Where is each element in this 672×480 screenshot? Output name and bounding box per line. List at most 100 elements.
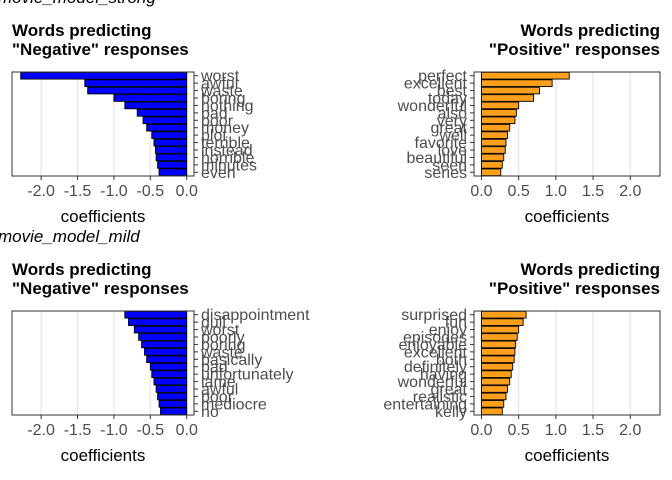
bar-favorite <box>480 138 507 147</box>
word-label: money <box>201 120 249 137</box>
word-label: awful <box>201 382 238 399</box>
word-label: bad <box>201 359 228 376</box>
bar-awful <box>155 385 188 393</box>
word-label: enjoy <box>429 322 467 339</box>
word-label: poor <box>201 113 234 130</box>
x-tick-label: -2.0 <box>27 183 55 200</box>
word-label: best <box>437 83 468 100</box>
x-tick-label: 1.0 <box>545 183 567 200</box>
word-label: poor <box>201 389 234 406</box>
word-label: well <box>438 128 467 145</box>
word-label: beautiful <box>407 150 468 167</box>
word-label: plot <box>201 128 227 145</box>
panel-title-line: Words predicting <box>521 21 660 40</box>
bar-surprised <box>480 310 527 319</box>
word-label: surprised <box>401 307 467 324</box>
plot-frame <box>473 71 661 177</box>
panel-title-line: "Negative" responses <box>12 279 189 298</box>
x-axis-title: coefficients <box>61 207 146 226</box>
bar-awful <box>84 79 188 87</box>
bar-instead <box>154 146 188 154</box>
bar-money <box>146 123 188 132</box>
word-label: favorite <box>415 135 468 152</box>
panel-title-line: Words predicting <box>521 260 660 279</box>
plot-frame <box>11 71 195 177</box>
bar-nothing <box>124 101 188 110</box>
bar-definitely <box>480 362 514 371</box>
bar-wonderful <box>480 101 520 110</box>
x-tick-label: 1.5 <box>582 183 604 200</box>
word-label: definitely <box>404 359 467 376</box>
x-axis-title: coefficients <box>525 207 610 226</box>
bar-series <box>480 168 502 177</box>
word-label: seen <box>432 157 467 174</box>
bar-excellent <box>480 79 553 87</box>
word-label: terrible <box>201 135 250 152</box>
x-tick-label: -0.5 <box>137 422 165 439</box>
word-label: having <box>420 367 467 384</box>
plot-frame <box>11 310 195 416</box>
word-label: kelly <box>435 404 467 421</box>
x-tick-label: 0.0 <box>470 422 492 439</box>
word-label: worst <box>200 322 240 339</box>
word-label: poorly <box>201 330 245 347</box>
bar-worst <box>133 325 188 334</box>
bar-today <box>480 94 534 102</box>
bar-basically <box>146 355 188 364</box>
bar-no <box>160 407 188 416</box>
word-label: also <box>438 105 467 122</box>
word-label: love <box>438 143 467 160</box>
bar-well <box>480 131 508 139</box>
bar-seen <box>480 161 503 169</box>
word-label: realistic <box>413 389 467 406</box>
panel-mild-positive: Words predicting"Positive" responses surp… <box>383 260 661 465</box>
word-label: bad <box>201 105 228 122</box>
word-label: entertaining <box>383 396 467 413</box>
x-tick-label: 0.5 <box>508 183 530 200</box>
word-label: waste <box>200 83 243 100</box>
bar-worst <box>20 71 188 80</box>
word-label: mediocre <box>201 396 267 413</box>
bar-also <box>480 109 517 117</box>
word-label: no <box>201 404 219 421</box>
panel-strong-positive: Words predicting"Positive" responses perf… <box>397 21 661 226</box>
word-label: unfortunately <box>201 367 294 384</box>
bar-waste <box>144 348 188 356</box>
bar-horrible <box>155 153 188 162</box>
word-label: excellent <box>404 344 468 361</box>
x-axis-title: coefficients <box>525 446 610 465</box>
word-label: boring <box>201 337 245 354</box>
word-label: today <box>428 91 467 108</box>
plot-frame <box>473 310 661 416</box>
word-label: both <box>436 352 467 369</box>
model-label-strong: movie_model_strong <box>0 0 156 7</box>
bar-poorly <box>138 333 188 341</box>
bar-bad <box>149 362 188 371</box>
word-label: very <box>437 113 467 130</box>
x-tick-label: 0.5 <box>508 422 530 439</box>
word-label: series <box>424 165 467 182</box>
panel-strong-negative: Words predicting"Negative" responses wors… <box>11 21 257 226</box>
panel-title-line: Words predicting <box>12 21 151 40</box>
bar-wonderful <box>480 377 511 386</box>
panel-title-line: "Positive" responses <box>489 279 660 298</box>
bar-best <box>480 86 540 95</box>
model-label-mild: movie_model_mild <box>0 227 140 246</box>
word-label: wonderful <box>397 98 467 115</box>
bar-poor <box>157 392 188 401</box>
x-tick-label: 0.0 <box>176 422 198 439</box>
x-tick-label: 1.0 <box>545 422 567 439</box>
x-tick-label: -1.5 <box>64 183 92 200</box>
bar-minutes <box>157 161 188 169</box>
bar-realistic <box>480 392 507 401</box>
bar-boring <box>141 340 188 349</box>
x-tick-label: -1.0 <box>100 183 128 200</box>
bar-dull <box>128 318 188 326</box>
bar-kelly <box>480 407 503 416</box>
word-label: great <box>431 120 468 137</box>
bar-plot <box>151 131 188 139</box>
bar-unfortunately <box>151 370 188 378</box>
bar-waste <box>87 86 188 95</box>
word-label: excellent <box>404 76 468 93</box>
